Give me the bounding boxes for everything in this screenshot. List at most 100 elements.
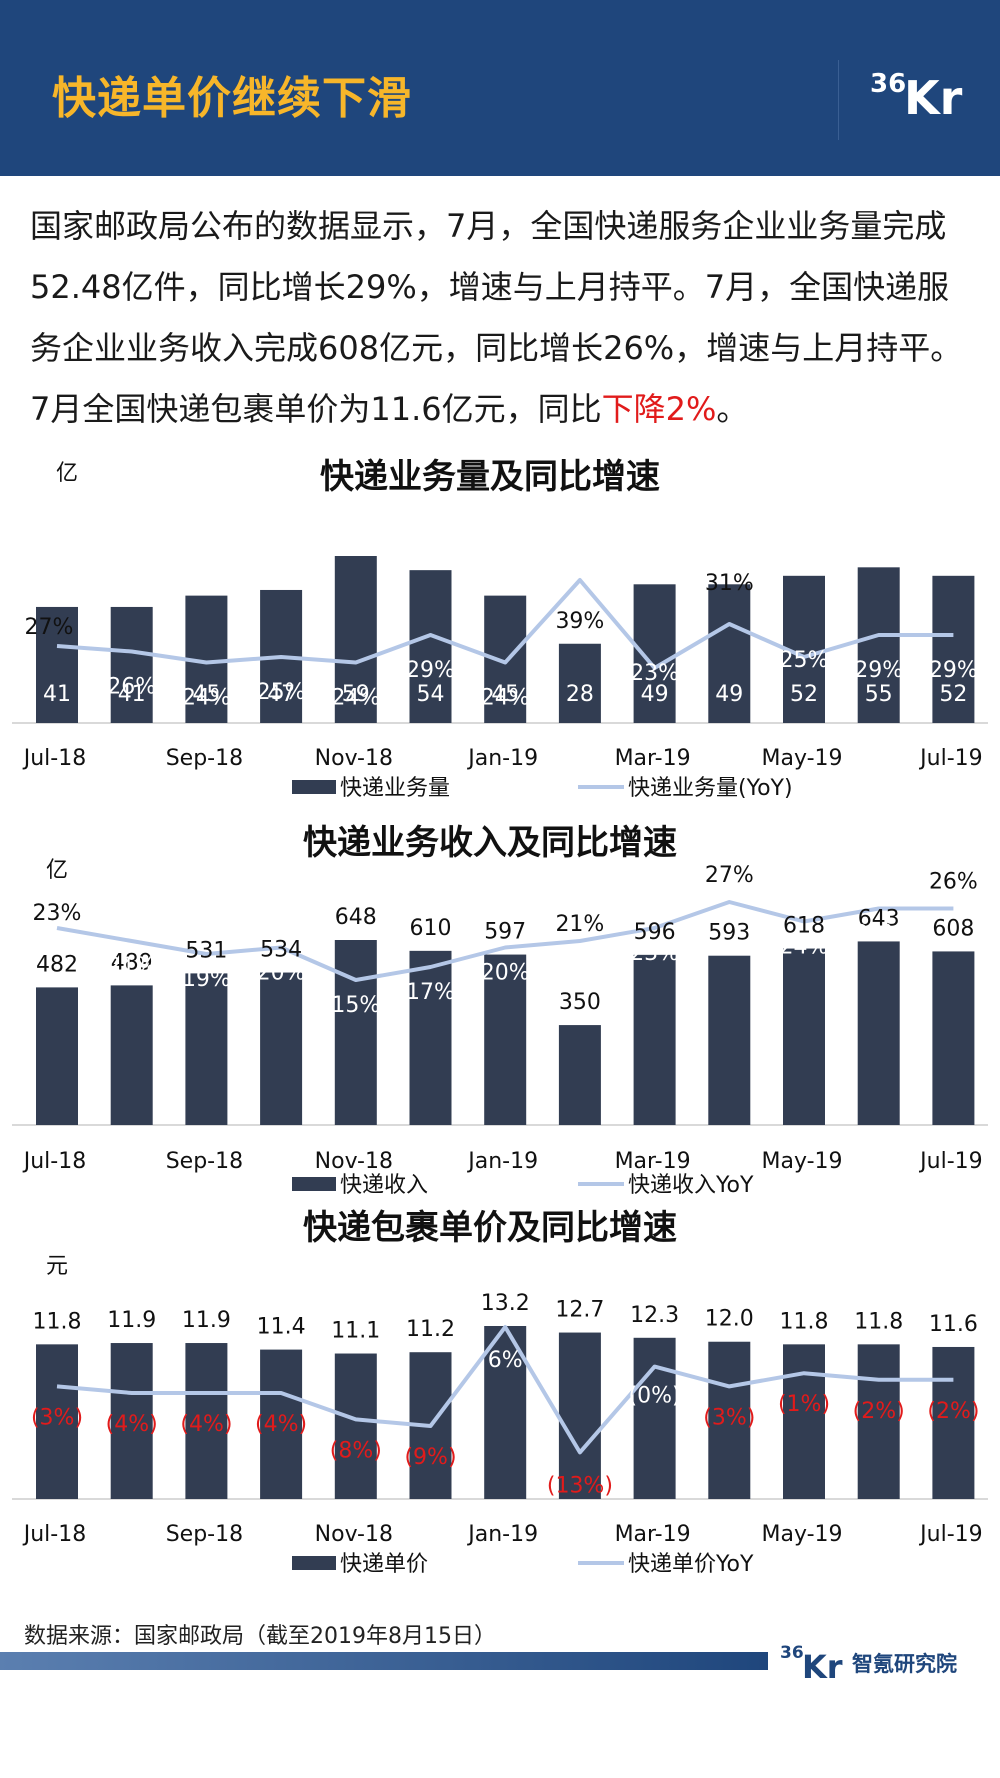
bar [857, 567, 900, 723]
chart-unit: 亿 [56, 461, 78, 486]
chart-title: 快递业务量及同比增速 [320, 457, 660, 497]
line-value-label: (13%) [547, 1473, 613, 1498]
x-tick-label: Mar-19 [615, 1149, 691, 1174]
x-tick-label: Jan-19 [466, 1522, 538, 1547]
chart-title: 快递包裹单价及同比增速 [303, 1208, 677, 1248]
bar-value-label: 618 [783, 914, 825, 939]
bar-value-label: 11.1 [331, 1319, 380, 1344]
x-tick-label: Sep-18 [166, 1149, 243, 1174]
line-value-label: 15% [331, 993, 380, 1018]
line-value-label: 24% [481, 686, 530, 711]
page-header: 快递单价继续下滑 36 Kr [0, 0, 1000, 176]
line-value-label: (3%) [31, 1405, 83, 1430]
bar [334, 1353, 377, 1499]
bar [708, 955, 751, 1125]
line-value-label: 29% [929, 658, 978, 683]
x-tick-label: May-19 [761, 1149, 842, 1174]
line-value-label: 26% [107, 675, 156, 700]
bar-value-label: 12.3 [630, 1303, 679, 1328]
bar-value-label: 596 [634, 920, 676, 945]
line-value-label: (9%) [404, 1445, 456, 1470]
line-value-label: (3%) [703, 1405, 755, 1430]
legend-line-label: 快递业务量(YoY) [628, 776, 793, 801]
bar-value-label: 597 [484, 920, 526, 945]
bar-value-label: 49 [641, 682, 669, 707]
bar-value-label: 11.8 [780, 1309, 829, 1334]
line-value-label: 27% [705, 863, 754, 888]
bar [708, 584, 751, 723]
legend-bar-swatch [292, 1556, 336, 1570]
bar [932, 1346, 975, 1499]
x-tick-label: Jul-19 [918, 1522, 982, 1547]
bar [334, 940, 377, 1125]
line-value-label: 6% [488, 1348, 523, 1373]
x-tick-label: Jul-18 [22, 746, 86, 771]
bar [185, 1343, 228, 1499]
line-value-label: 23% [630, 941, 679, 966]
bar [857, 1344, 900, 1499]
bar-value-label: 643 [858, 906, 900, 931]
chart-title: 快递业务收入及同比增速 [303, 823, 677, 863]
bar [409, 950, 452, 1125]
yoy-line [56, 578, 954, 670]
yoy-line [56, 1325, 954, 1455]
intro-tail: 。 [716, 390, 749, 428]
line-value-label: 23% [33, 901, 82, 926]
line-value-label: 24% [331, 686, 380, 711]
chart-unit: 元 [46, 1254, 68, 1279]
bar-value-label: 45 [192, 682, 220, 707]
bar-value-label: 11.8 [33, 1309, 82, 1334]
x-tick-label: Jul-19 [918, 1149, 982, 1174]
bar-value-label: 52 [790, 682, 818, 707]
line-value-label: (8%) [330, 1438, 382, 1463]
x-tick-label: Mar-19 [615, 1522, 691, 1547]
bar-value-label: 41 [43, 682, 71, 707]
x-tick-label: Jan-19 [466, 1149, 538, 1174]
bar-value-label: 59 [342, 682, 370, 707]
svg-text:36: 36 [870, 69, 906, 99]
bar-value-label: 55 [865, 682, 893, 707]
bar-value-label: 350 [559, 990, 601, 1015]
chart-price: 快递包裹单价及同比增速元 11.8 11.9 11.9 11.4 11.1 11.2 13.2… [0, 1205, 1000, 1595]
bar-value-label: 12.0 [705, 1307, 754, 1332]
line-value-label: 24% [780, 935, 829, 960]
x-tick-label: May-19 [761, 746, 842, 771]
footer-brand: 智氪研究院 [852, 1652, 957, 1676]
bar-value-label: 534 [260, 938, 302, 963]
header-divider [838, 60, 839, 140]
bar-value-label: 47 [267, 682, 295, 707]
x-tick-label: Nov-18 [315, 1149, 393, 1174]
svg-text:Kr: Kr [904, 71, 963, 122]
legend-bar-label: 快递业务量 [340, 776, 450, 801]
bar-value-label: 52 [939, 682, 967, 707]
bar [633, 1337, 676, 1499]
bar-value-label: 11.9 [182, 1308, 231, 1333]
line-value-label: (2%) [927, 1399, 979, 1424]
bar [260, 1349, 303, 1499]
intro-text: 国家邮政局公布的数据显示，7月，全国快递服务企业业务量完成52.48亿件，同比增… [30, 207, 963, 428]
line-value-label: 17% [406, 980, 455, 1005]
line-value-label: (1%) [778, 1392, 830, 1417]
line-value-label: 27% [25, 615, 74, 640]
bar [110, 985, 153, 1125]
line-value-label: (4%) [255, 1412, 307, 1437]
line-value-label: 23% [630, 661, 679, 686]
bar-value-label: 648 [335, 905, 377, 930]
bar [36, 1344, 78, 1499]
data-source: 数据来源：国家邮政局（截至2019年8月15日） [24, 1624, 496, 1649]
x-tick-label: Jul-18 [22, 1149, 86, 1174]
bar [260, 972, 303, 1125]
legend-bar-swatch [292, 1177, 336, 1191]
svg-text:36: 36 [780, 1643, 804, 1663]
bar [334, 556, 377, 723]
bar [409, 570, 452, 723]
bar [484, 954, 527, 1125]
bar-value-label: 11.9 [107, 1308, 156, 1333]
bar-value-label: 531 [185, 938, 227, 963]
line-value-label: 26% [854, 922, 903, 947]
legend-bar-label: 快递单价 [340, 1552, 428, 1577]
bar-value-label: 41 [118, 682, 146, 707]
chart-volume: 快递业务量及同比增速 亿 41 41 45 47 59 54 45 28 49 49 52 55 52 27%… [0, 450, 1000, 820]
bar-value-label: 482 [36, 952, 78, 977]
